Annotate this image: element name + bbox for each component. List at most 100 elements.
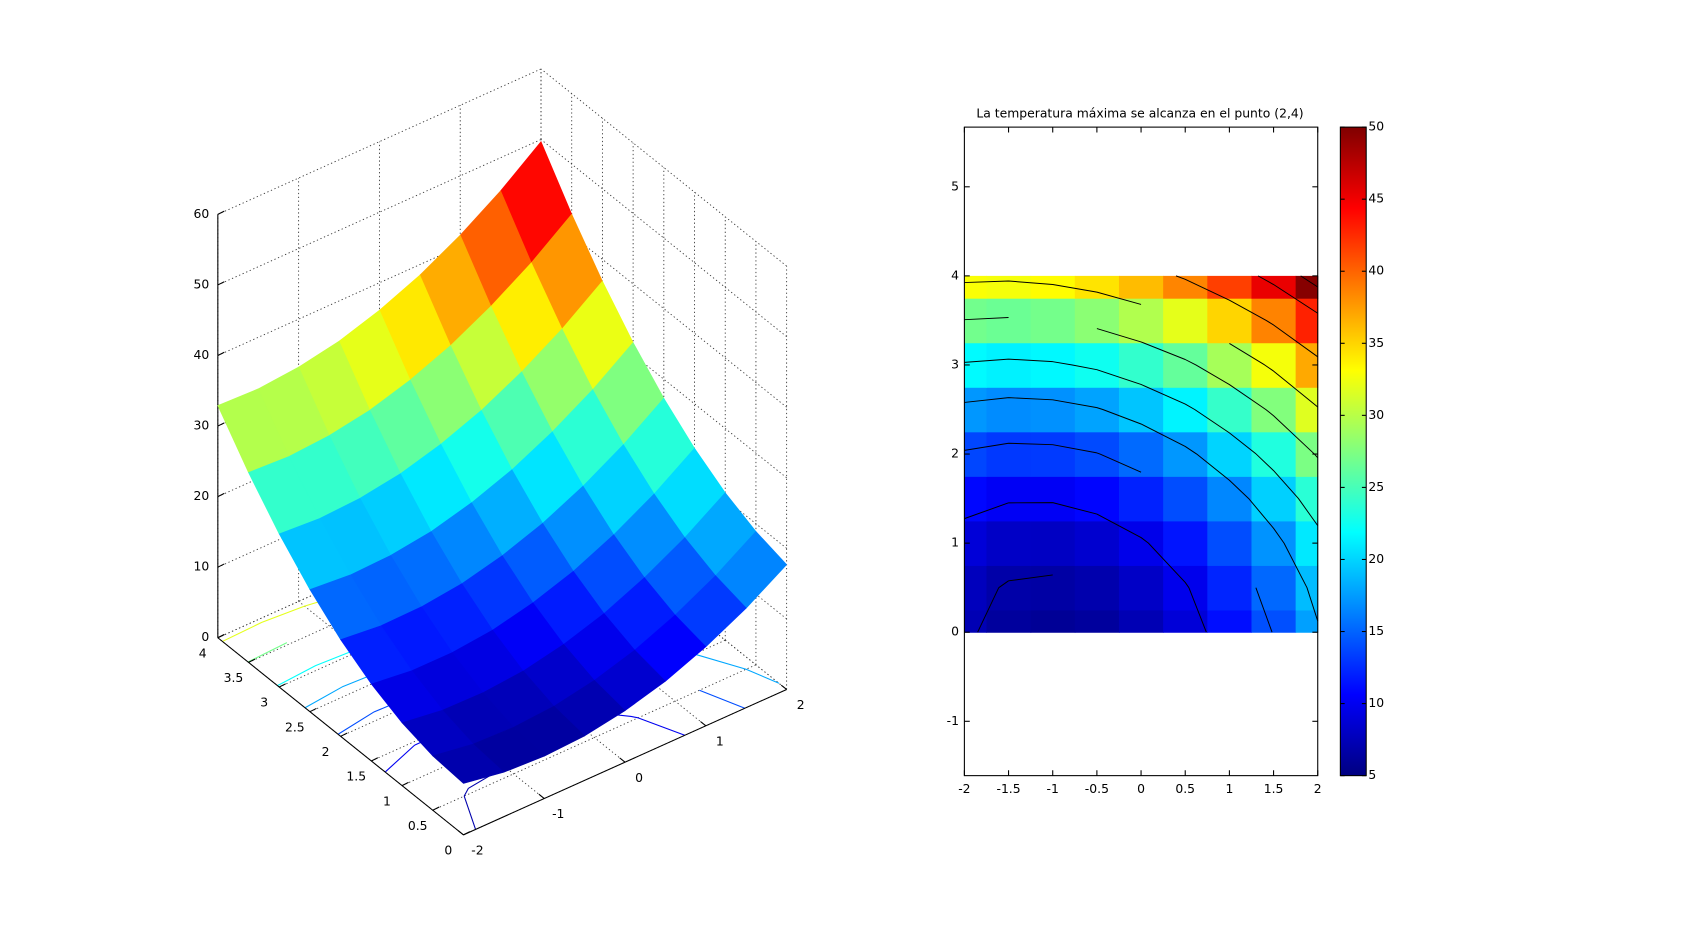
heat-cell bbox=[1251, 476, 1297, 522]
x-tick-label: -2 bbox=[471, 844, 483, 858]
heat-cell bbox=[1251, 387, 1297, 433]
heat-cell bbox=[1030, 431, 1076, 477]
heat-cell bbox=[986, 275, 1032, 299]
y-tick-label: -1 bbox=[947, 714, 959, 728]
heat-cell bbox=[1295, 476, 1319, 522]
heat-cell bbox=[1030, 275, 1076, 299]
x-tick-label: -1 bbox=[1047, 782, 1059, 796]
heat-cell bbox=[1251, 431, 1297, 477]
heat-cell bbox=[1118, 342, 1164, 388]
z-tick-label: 40 bbox=[193, 348, 209, 362]
heat-cell bbox=[986, 342, 1032, 388]
y-tick-label: 4 bbox=[951, 268, 959, 282]
heat-cell bbox=[986, 520, 1032, 566]
z-tick-label: 20 bbox=[193, 489, 209, 503]
x-tick-label: 0.5 bbox=[1175, 782, 1195, 796]
colorbar-tick-label: 45 bbox=[1368, 192, 1384, 206]
heat-cell bbox=[1074, 342, 1120, 388]
heat-cell bbox=[1207, 565, 1253, 611]
tick-mark bbox=[217, 210, 225, 215]
tick-mark bbox=[463, 831, 471, 836]
heat-cell bbox=[1074, 298, 1120, 344]
heat-cell bbox=[1030, 565, 1076, 611]
tick-mark bbox=[217, 492, 225, 498]
y-tick-label: 0 bbox=[444, 844, 452, 858]
x-tick-label: 0 bbox=[635, 771, 643, 785]
heat-cell bbox=[1030, 520, 1076, 566]
heat-cell bbox=[1207, 387, 1253, 433]
heat-cell bbox=[1030, 298, 1076, 344]
x-tick-label: -1.5 bbox=[996, 782, 1020, 796]
colorbar-tick-label: 15 bbox=[1368, 624, 1384, 638]
colorbar-tick-label: 40 bbox=[1368, 264, 1384, 278]
heat-cell bbox=[986, 387, 1032, 433]
x-tick-label: -1 bbox=[552, 807, 564, 821]
heat-cell bbox=[1030, 609, 1076, 633]
grid-line bbox=[432, 664, 757, 811]
heat-cell bbox=[1074, 565, 1120, 611]
heat-cell bbox=[964, 431, 988, 477]
x-tick-label: -0.5 bbox=[1085, 782, 1109, 796]
contour-line bbox=[964, 397, 1319, 622]
x-tick-label: 1 bbox=[1225, 782, 1233, 796]
chart-title: La temperatura máxima se alcanza en el p… bbox=[976, 107, 1303, 121]
heat-cell bbox=[1163, 387, 1208, 433]
contour-line bbox=[964, 280, 1319, 408]
heat-cell bbox=[964, 565, 988, 611]
contour-line bbox=[977, 574, 1053, 633]
contour-line bbox=[964, 502, 1207, 633]
y-tick-label: 2 bbox=[322, 745, 330, 759]
contour-line bbox=[964, 358, 1319, 526]
y-tick-label: 1.5 bbox=[346, 770, 366, 784]
heat-cell bbox=[1295, 387, 1319, 433]
tick-mark bbox=[217, 634, 225, 639]
heat-cell bbox=[1074, 520, 1120, 566]
heat-cell bbox=[1207, 476, 1253, 522]
heat-cell bbox=[1074, 387, 1120, 433]
tick-mark bbox=[217, 281, 225, 286]
heat-cell bbox=[1118, 520, 1164, 566]
heat-cell bbox=[1074, 431, 1120, 477]
tick-mark bbox=[340, 732, 348, 737]
y-tick-label: 4 bbox=[199, 646, 207, 660]
heat-cell bbox=[1074, 275, 1120, 299]
heat-cell bbox=[1163, 609, 1208, 633]
heat-cell bbox=[1295, 609, 1319, 633]
heat-cell bbox=[1251, 342, 1297, 388]
tick-mark bbox=[780, 684, 787, 690]
heat-cell bbox=[986, 431, 1032, 477]
tick-mark bbox=[457, 830, 464, 836]
colorbar-tick-label: 25 bbox=[1368, 480, 1384, 494]
z-tick-label: 10 bbox=[193, 560, 209, 574]
heat-cell bbox=[1030, 342, 1076, 388]
contour-line bbox=[964, 442, 1273, 633]
heat-cell bbox=[1030, 476, 1076, 522]
tick-mark bbox=[371, 757, 379, 762]
y-tick-label: 1 bbox=[951, 536, 959, 550]
y-tick-label: 3 bbox=[951, 357, 959, 371]
x-tick-label: 1 bbox=[716, 734, 724, 748]
contour-line bbox=[1257, 275, 1318, 314]
colorbar-tick-label: 20 bbox=[1368, 552, 1384, 566]
z-tick-label: 50 bbox=[193, 277, 209, 291]
heat-cell bbox=[1207, 342, 1253, 388]
heat-cell bbox=[1163, 565, 1208, 611]
colorbar-tick-label: 5 bbox=[1368, 768, 1376, 782]
heat-cell bbox=[964, 387, 988, 433]
tick-mark bbox=[309, 707, 317, 713]
heat-cell bbox=[1163, 476, 1208, 522]
tick-mark bbox=[432, 806, 440, 811]
heat-cell bbox=[964, 342, 988, 388]
contour-line bbox=[964, 317, 1319, 459]
z-tick-label: 0 bbox=[201, 630, 209, 644]
y-tick-label: 0.5 bbox=[408, 819, 428, 833]
colorbar-tick-label: 35 bbox=[1368, 336, 1384, 350]
y-tick-label: 1 bbox=[383, 794, 391, 808]
heat-cell bbox=[986, 476, 1032, 522]
heat-cell bbox=[1118, 565, 1164, 611]
tick-mark bbox=[217, 422, 225, 427]
heat-cell bbox=[1207, 520, 1253, 566]
heat-cell bbox=[1295, 342, 1319, 388]
